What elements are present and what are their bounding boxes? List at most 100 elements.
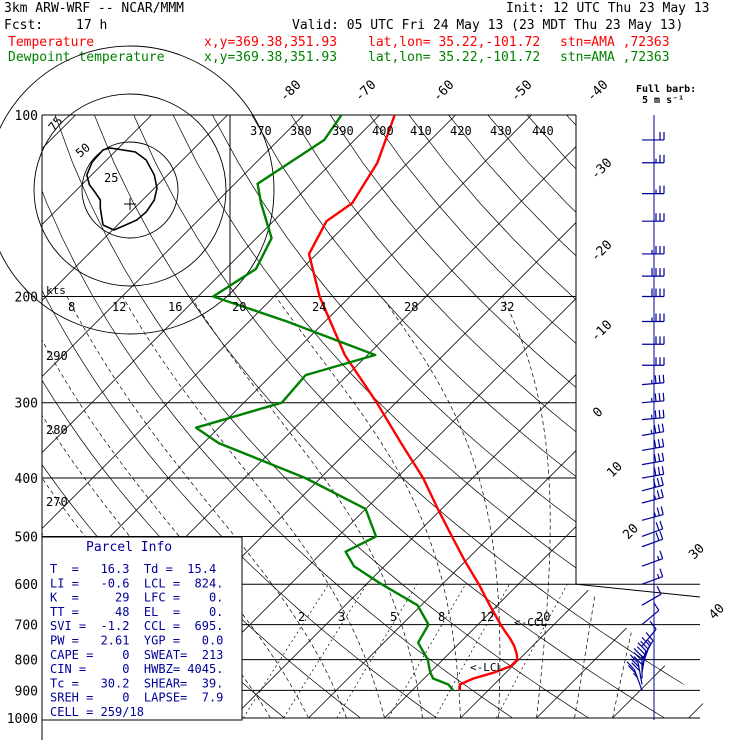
theta-label: 370 [250, 124, 272, 138]
wind-barb-feather [660, 489, 664, 498]
hodograph-units-label: kts [46, 284, 66, 297]
wind-barb-feather [662, 392, 665, 401]
wind-barb [641, 632, 654, 660]
wind-barb-feather [653, 512, 657, 517]
wind-barb-feather [633, 652, 643, 661]
dry-adiabat-line [133, 115, 740, 719]
isotherm-label: 30 [686, 541, 708, 563]
temperature-legend: Temperature [8, 35, 95, 50]
mixing-ratio-label: 20 [536, 610, 550, 624]
wind-barb-staff [641, 496, 664, 504]
wind-barb-feather [660, 506, 664, 515]
dry-adiabat-line [94, 115, 665, 719]
dry-adiabat-line [566, 115, 740, 719]
wind-barb-feather [659, 531, 664, 540]
wind-barb-staff [641, 609, 660, 626]
pressure-label: 600 [15, 578, 38, 593]
isotherm-line [42, 115, 532, 719]
wind-barb-feather [657, 439, 661, 448]
wind-barb-feather [657, 453, 661, 462]
moist-adiabat-line [42, 296, 271, 719]
wind-barb [641, 520, 664, 538]
wind-barb-feather [661, 438, 665, 447]
wind-barb [642, 185, 665, 195]
mixing-ratio-upper-label: 12 [112, 300, 126, 314]
moist-adiabat-line [502, 296, 551, 719]
wind-barb-feather [629, 654, 639, 664]
theta-left-label: 280 [46, 423, 68, 437]
wind-barb-feather [640, 654, 645, 659]
wind-barb-feather [626, 661, 635, 671]
moist-adiabat-line [275, 296, 461, 719]
wind-barb [641, 585, 662, 606]
mixing-ratio-label: 2 [298, 610, 305, 624]
pressure-label: 900 [15, 684, 38, 699]
wind-barb [642, 336, 665, 345]
isotherm-label: -80 [277, 78, 304, 105]
wind-barb [642, 313, 665, 323]
wind-barb-staff [641, 528, 663, 538]
parcel-info-box [41, 536, 243, 721]
wind-barb [641, 392, 665, 404]
wind-barb-feather [633, 672, 638, 678]
isotherm-line [42, 115, 228, 719]
temperature-station: stn=AMA ,72363 [560, 35, 670, 50]
dry-adiabat-line [172, 115, 740, 719]
parcel-info-row: LI = -0.6 LCL = 824. [50, 576, 223, 590]
forecast-label: Fcst: [4, 18, 44, 33]
dewpoint-trace [194, 114, 455, 692]
isotherm-label: -10 [588, 318, 615, 345]
wind-barb [641, 452, 665, 466]
wind-barb-feather [630, 658, 640, 668]
wind-barb-feather [661, 466, 665, 475]
theta-label: 410 [410, 124, 432, 138]
isotherm-line [460, 115, 740, 719]
isotherm-label: -40 [584, 78, 611, 105]
moist-adiabat-line [190, 296, 423, 719]
isotherm-label: -20 [588, 238, 615, 265]
wind-barb-feather [636, 646, 646, 656]
wind-barb-feather [658, 393, 661, 402]
wind-barb-staff [641, 576, 663, 585]
wind-barb-staff [641, 628, 657, 647]
wind-barb [641, 568, 664, 585]
temperature-trace [307, 114, 519, 691]
mixing-ratio-label: 3 [338, 610, 345, 624]
wind-barb-feather [654, 410, 657, 419]
wind-barb [642, 268, 665, 277]
init-time: Init: 12 UTC Thu 23 May 13 [506, 1, 710, 16]
hodograph-ring-label: 50 [73, 140, 93, 160]
wind-barb-feather [647, 639, 652, 645]
wind-barb-staff [641, 593, 662, 606]
mixing-ratio-line [388, 584, 467, 719]
isotherm-label: -70 [352, 78, 379, 105]
wind-barb [641, 531, 664, 548]
dry-adiabat-line [684, 115, 740, 719]
theta-label: 380 [290, 124, 312, 138]
mixing-ratio-lines [243, 584, 568, 719]
wind-barb [641, 423, 665, 437]
isotherm-label: 40 [706, 601, 728, 623]
isotherm-label: 20 [620, 521, 642, 543]
pressure-label: 500 [15, 530, 38, 545]
wind-barb-feather [649, 620, 657, 630]
parcel-info-row: CELL = 259/18 [50, 705, 144, 719]
sounding-traces [194, 114, 519, 692]
wind-barb-feather [657, 424, 661, 433]
wind-barb-feather [655, 532, 660, 541]
valid-time: Valid: 05 UTC Fri 24 May 13 (23 MDT Thu … [292, 18, 684, 33]
hodograph-trace [85, 147, 158, 231]
isotherm-line [612, 115, 740, 719]
mixing-ratio-upper-label: 20 [232, 300, 246, 314]
hodograph-ring [0, 45, 275, 335]
pressure-label: 300 [15, 397, 38, 412]
pressure-label: 200 [15, 291, 38, 306]
hodograph: 25 50 75 kts [0, 45, 275, 335]
mixing-ratio-line [336, 584, 418, 719]
isotherm-line [42, 115, 380, 719]
isotherm-label: -60 [430, 78, 457, 105]
pressure-label: 100 [15, 109, 38, 124]
parcel-info-row: SVI = -1.2 CCL = 695. [50, 619, 223, 633]
dry-adiabat-line [408, 115, 740, 719]
dry-adiabat-line [212, 115, 740, 719]
